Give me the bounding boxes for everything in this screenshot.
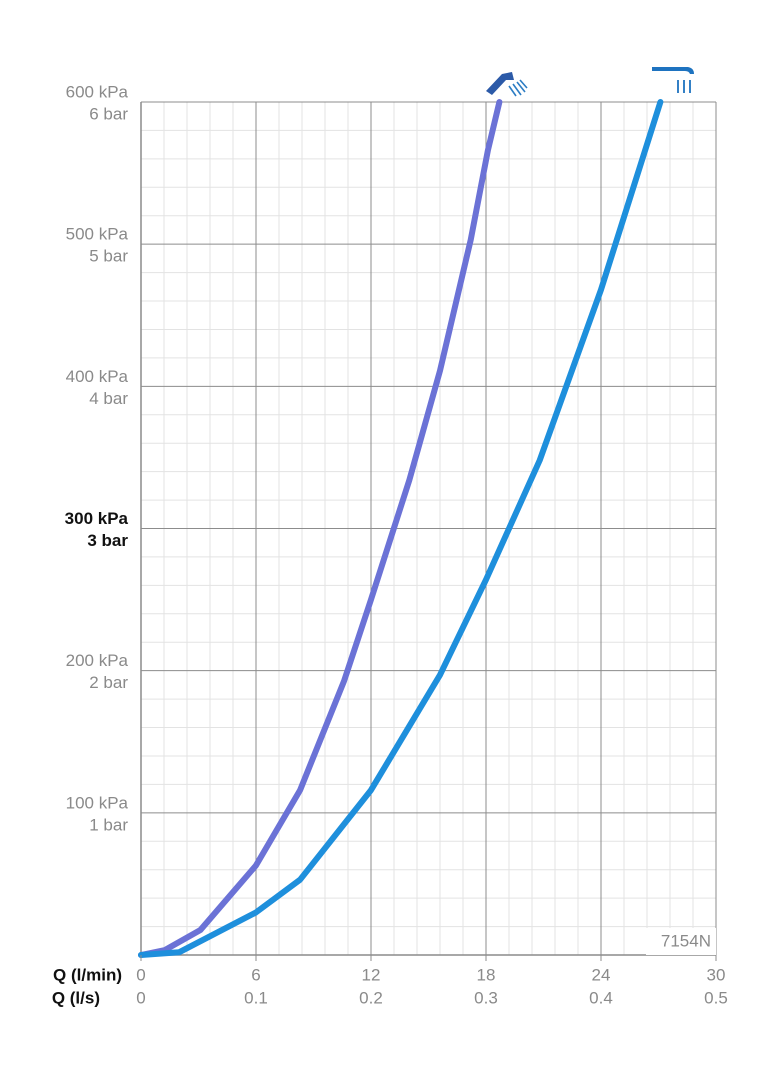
curves — [138, 99, 664, 958]
x2-tick-label: 0.4 — [589, 988, 613, 1007]
x-tick-label: 0 — [136, 965, 145, 984]
y2-tick-label: 2 bar — [89, 673, 128, 692]
x2-tick-label: 0 — [136, 988, 145, 1007]
x2-tick-label: 0.2 — [359, 988, 383, 1007]
x2-tick-label: 0.5 — [704, 988, 728, 1007]
labels: 0 6 12 18 24 30 0 0.1 0.2 0.3 0.4 0.5 100 kPa 200 kPa… — [65, 82, 728, 1007]
curve — [138, 99, 503, 958]
y2-tick-label: 6 bar — [89, 104, 128, 123]
x2-tick-label: 0.3 — [474, 988, 498, 1007]
y-tick-label: 100 kPa — [66, 793, 129, 812]
handshower-icon — [486, 72, 528, 97]
x-tick-label: 18 — [477, 965, 496, 984]
y2-tick-label: 3 bar — [87, 531, 128, 550]
curve — [138, 99, 664, 958]
y-tick-label: 200 kPa — [66, 651, 129, 670]
x-tick-label: 6 — [251, 965, 260, 984]
x2-tick-label: 0.1 — [244, 988, 268, 1007]
y2-tick-label: 4 bar — [89, 389, 128, 408]
major-grid — [140, 101, 717, 956]
annotation: 7154N — [661, 931, 711, 950]
y2-tick-label: 5 bar — [89, 247, 128, 266]
x-tick-label: 30 — [707, 965, 726, 984]
annotation-box — [646, 928, 716, 955]
x2-axis-label: Q (l/s) — [52, 988, 100, 1007]
y-tick-label: 400 kPa — [66, 367, 129, 386]
y-tick-label: 600 kPa — [66, 82, 129, 101]
x-tick-label: 12 — [362, 965, 381, 984]
y-tick-label: 300 kPa — [65, 509, 129, 528]
headshower-icon — [652, 67, 694, 93]
x-tick-label: 24 — [592, 965, 611, 984]
y-tick-label: 500 kPa — [66, 225, 129, 244]
x-axis-label: Q (l/min) — [53, 965, 122, 984]
y2-tick-label: 1 bar — [89, 815, 128, 834]
